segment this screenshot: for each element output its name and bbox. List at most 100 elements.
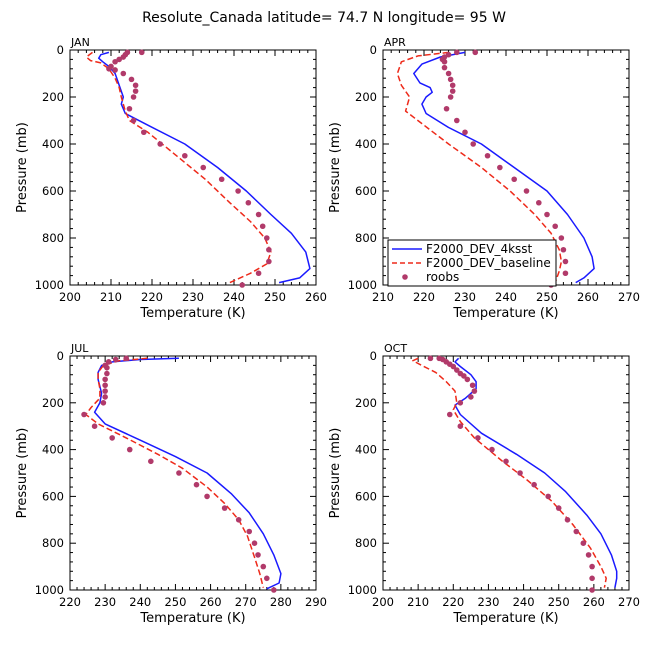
roobs-point	[128, 76, 135, 83]
plot-frame	[69, 355, 317, 591]
panel-month-label: JUL	[70, 342, 89, 355]
roobs-point	[552, 223, 558, 230]
x-tick-label: 210	[407, 595, 429, 609]
chart-panel-apr: 210 220 230 240 250 260 270 0 200 400 600 800 1000 AP…	[328, 36, 640, 321]
y-tick-label: 200	[355, 396, 377, 410]
x-tick-label: 200	[372, 595, 394, 609]
roobs-point	[104, 364, 110, 371]
y-tick-label: 600	[355, 184, 377, 198]
x-tick-label: 210	[100, 290, 122, 304]
roobs-point	[255, 552, 261, 558]
x-tick-label: 230	[477, 595, 499, 609]
y-tick-label: 800	[355, 231, 377, 245]
legend-entry-label: F2000_DEV_4ksst	[426, 242, 533, 256]
x-tick-label: 260	[305, 290, 327, 304]
roobs-point	[264, 235, 270, 241]
x-tick-label: 270	[618, 290, 640, 304]
roobs-point	[102, 388, 108, 394]
roobs-point	[454, 117, 460, 124]
x-tick-label: 270	[618, 595, 640, 609]
roobs-point	[259, 223, 266, 230]
panel-month-label: APR	[384, 36, 406, 49]
roobs-point	[251, 540, 258, 546]
x-tick-label: 240	[223, 290, 245, 304]
x-axis-label: Temperature (K)	[139, 306, 245, 321]
roobs-point	[148, 458, 154, 465]
roobs-point	[457, 423, 464, 430]
y-tick-label: 800	[355, 536, 377, 550]
roobs-point	[445, 70, 452, 77]
roobs-point	[558, 235, 565, 241]
y-tick-label: 0	[370, 43, 377, 57]
y-tick-label: 0	[370, 349, 377, 363]
roobs-point	[102, 394, 108, 400]
x-tick-label: 250	[536, 290, 558, 304]
x-tick-label: 230	[182, 290, 204, 304]
roobs-point	[200, 164, 207, 171]
roobs-point	[470, 141, 477, 147]
x-tick-label: 220	[59, 595, 81, 609]
y-tick-label: 600	[355, 489, 377, 503]
roobs-point	[100, 400, 107, 406]
roobs-point	[235, 188, 241, 194]
roobs-point	[264, 575, 270, 582]
y-tick-label: 400	[355, 443, 377, 457]
roobs-point	[120, 54, 127, 60]
roobs-point	[81, 411, 87, 418]
y-axis-label: Pressure (mb)	[15, 122, 30, 213]
legend-dot-marker	[402, 274, 408, 280]
roobs-point	[235, 517, 242, 523]
x-tick-label: 230	[454, 290, 476, 304]
roobs-point	[246, 528, 253, 535]
x-tick-label: 220	[442, 595, 464, 609]
ksst-line	[413, 51, 595, 284]
roobs-point	[589, 575, 595, 582]
x-axis-label: Temperature (K)	[452, 611, 558, 626]
roobs-point	[239, 282, 245, 288]
x-tick-label: 240	[513, 595, 535, 609]
roobs-point	[132, 88, 139, 94]
roobs-point	[123, 355, 130, 362]
roobs-point	[141, 129, 147, 136]
chart-panel-jan: 200 210 220 230 240 250 260 0 200 400 600 800 1000 JA…	[15, 36, 327, 321]
x-tick-label: 220	[141, 290, 163, 304]
roobs-point	[475, 435, 481, 441]
roobs-point	[102, 382, 108, 389]
roobs-point	[221, 505, 228, 511]
y-tick-label: 400	[42, 443, 64, 457]
x-tick-label: 240	[495, 290, 517, 304]
roobs-point	[589, 563, 595, 570]
x-tick-label: 250	[548, 595, 570, 609]
roobs-point	[511, 176, 517, 183]
baseline-line	[412, 357, 607, 588]
roobs-point	[447, 76, 454, 83]
x-tick-label: 280	[270, 595, 292, 609]
x-tick-label: 260	[577, 290, 599, 304]
roobs-point	[132, 82, 139, 89]
roobs-point	[447, 94, 454, 100]
x-tick-label: 200	[59, 290, 81, 304]
roobs-point	[112, 356, 119, 363]
roobs-point	[461, 373, 467, 379]
roobs-point	[585, 552, 592, 558]
y-axis-label: Pressure (mb)	[328, 122, 343, 213]
roobs-point	[555, 505, 562, 511]
y-tick-label: 1000	[35, 278, 64, 292]
roobs-point	[443, 105, 450, 112]
y-tick-label: 0	[57, 43, 64, 57]
y-axis-label: Pressure (mb)	[328, 428, 343, 519]
roobs-point	[531, 481, 537, 488]
plot-frame	[382, 355, 630, 591]
roobs-point	[536, 199, 542, 206]
roobs-point	[472, 49, 479, 56]
roobs-point	[130, 117, 137, 124]
panel-month-label: OCT	[384, 342, 407, 355]
roobs-point	[91, 423, 98, 430]
roobs-point	[104, 370, 110, 377]
x-tick-label: 250	[264, 290, 286, 304]
roobs-point	[441, 58, 448, 65]
y-tick-label: 600	[42, 184, 64, 198]
roobs-point	[112, 58, 118, 65]
